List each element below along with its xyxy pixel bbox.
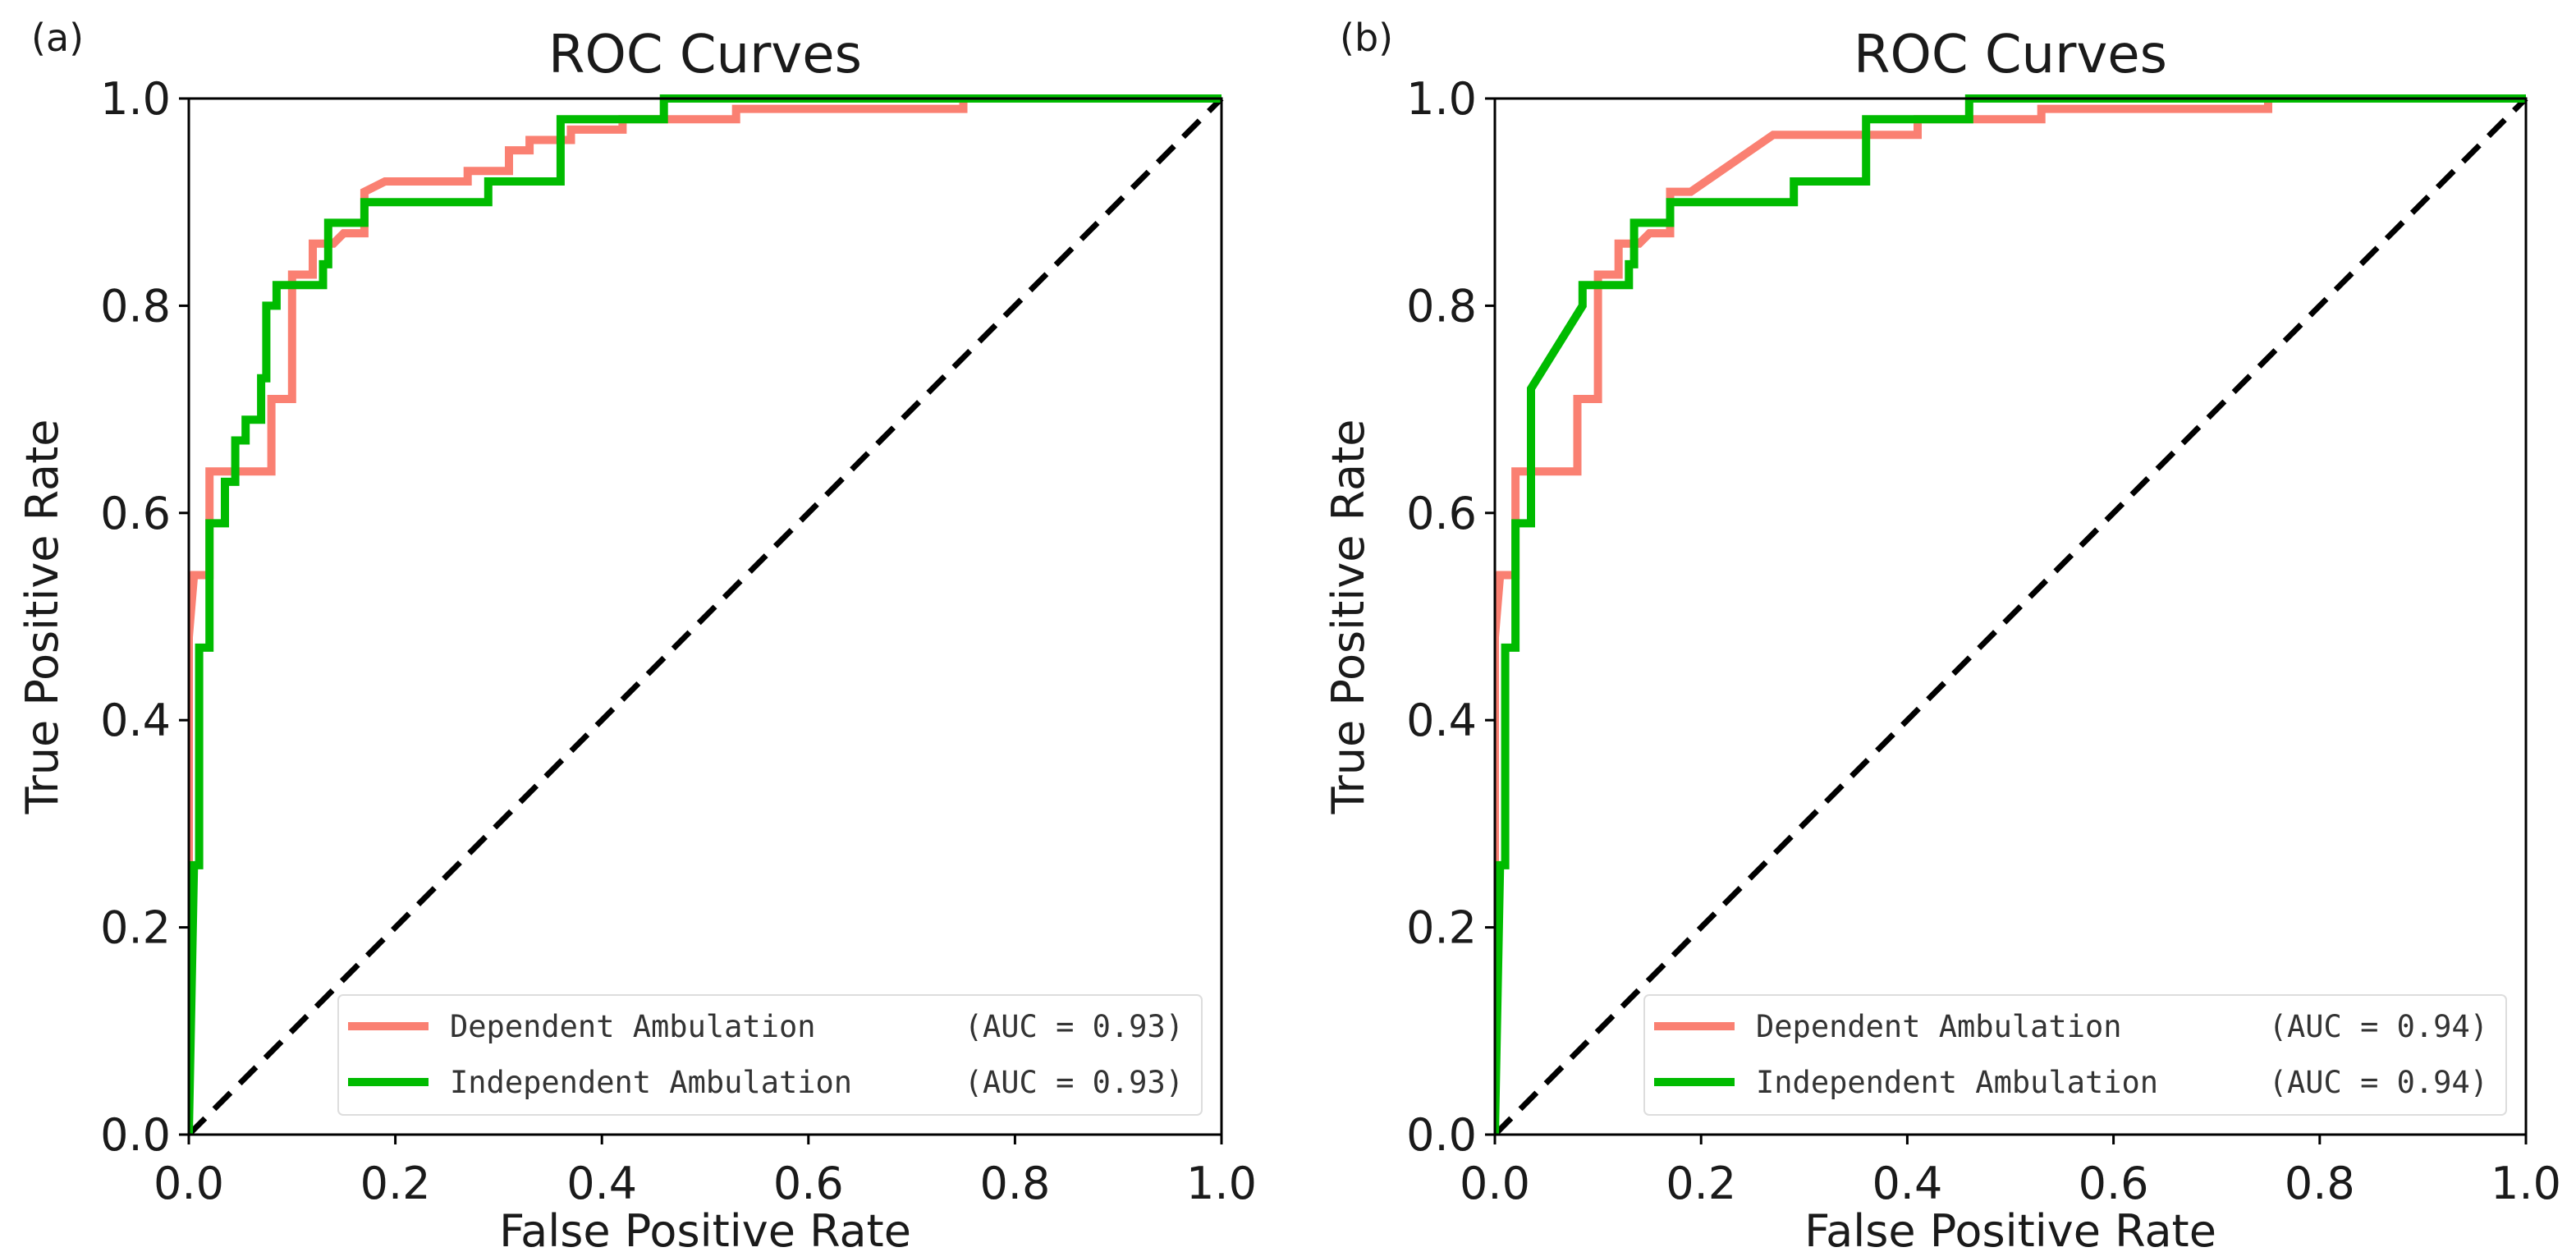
- y-tick-label: 0.6: [1406, 488, 1477, 539]
- panel-label: (b): [1340, 16, 1393, 60]
- plot-frame: [1493, 97, 2528, 1136]
- legend-auc: (AUC = 0.94): [2269, 1065, 2488, 1100]
- y-tick-label: 0.4: [100, 695, 171, 746]
- legend: Dependent Ambulation (AUC = 0.94) Independ…: [1643, 994, 2507, 1116]
- plot-frame: [187, 97, 1223, 1136]
- x-tick-label: 0.6: [2079, 1158, 2149, 1209]
- x-tick-label: 0.4: [566, 1158, 637, 1209]
- legend-label: Independent Ambulation: [450, 1065, 852, 1100]
- y-tick-label: 0.8: [1406, 280, 1477, 332]
- x-tick-label: 0.0: [154, 1158, 224, 1209]
- y-axis-label: True Positive Rate: [16, 419, 68, 814]
- y-tick-label: 1.0: [100, 73, 171, 125]
- chart-title: ROC Curves: [1854, 25, 2167, 85]
- y-tick-label: 0.8: [100, 280, 171, 332]
- y-tick-label: 0.0: [1406, 1109, 1477, 1161]
- legend-box: [337, 994, 1203, 1116]
- x-tick-label: 1.0: [2491, 1158, 2561, 1209]
- series-line-independent: [189, 94, 1222, 1135]
- x-tick-label: 0.6: [773, 1158, 844, 1209]
- x-tick-label: 0.8: [979, 1158, 1050, 1209]
- chart-panel-b: (b) ROC Curves False Positive Rate True Pos…: [1322, 16, 2561, 1252]
- legend-label: Independent Ambulation: [1756, 1065, 2158, 1100]
- x-tick-label: 0.4: [1872, 1158, 1942, 1209]
- chart-panel-a: (a) ROC Curves False Positive Rate True Pos…: [16, 16, 1257, 1252]
- x-tick-label: 0.8: [2285, 1158, 2355, 1209]
- legend-auc: (AUC = 0.94): [2269, 1009, 2488, 1044]
- chart-title: ROC Curves: [548, 25, 862, 85]
- y-tick-label: 1.0: [1406, 73, 1477, 125]
- legend-auc: (AUC = 0.93): [965, 1009, 1184, 1044]
- y-tick-label: 0.2: [1406, 902, 1477, 954]
- y-tick-label: 0.6: [100, 488, 171, 539]
- x-tick-label: 0.2: [360, 1158, 431, 1209]
- chance-line: [1495, 96, 2528, 1135]
- series-line-independent: [1495, 94, 2526, 1135]
- legend-box: [1643, 994, 2507, 1116]
- x-tick-label: 0.0: [1460, 1158, 1530, 1209]
- x-tick-label: 0.2: [1666, 1158, 1736, 1209]
- x-axis-label: False Positive Rate: [1804, 1205, 2216, 1252]
- legend-label: Dependent Ambulation: [1756, 1009, 2122, 1044]
- chance-line: [189, 96, 1224, 1135]
- legend-auc: (AUC = 0.93): [965, 1065, 1184, 1100]
- x-tick-label: 1.0: [1186, 1158, 1257, 1209]
- panel-label: (a): [31, 16, 84, 60]
- y-tick-label: 0.2: [100, 902, 171, 954]
- y-tick-label: 0.0: [100, 1109, 171, 1161]
- x-axis-label: False Positive Rate: [499, 1205, 911, 1252]
- legend: Dependent Ambulation (AUC = 0.93) Independ…: [337, 994, 1203, 1116]
- y-axis-label: True Positive Rate: [1322, 419, 1374, 814]
- legend-label: Dependent Ambulation: [450, 1009, 816, 1044]
- y-tick-label: 0.4: [1406, 695, 1477, 746]
- series-line-dependent: [1495, 94, 2526, 1135]
